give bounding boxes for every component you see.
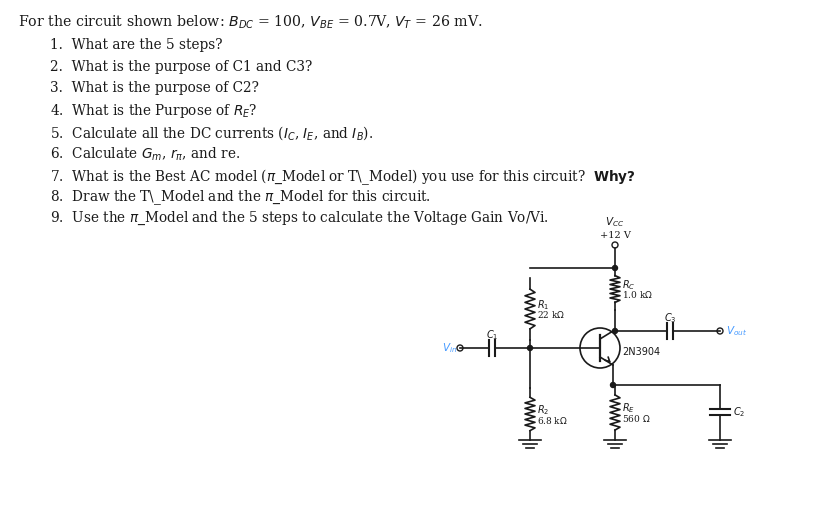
Text: $C_3$: $C_3$ (663, 311, 676, 325)
Text: $R_C$: $R_C$ (622, 278, 635, 292)
Text: +12 V: +12 V (599, 231, 630, 240)
Text: For the circuit shown below: $B_{DC}$ = 100, $V_{BE}$ = 0.7V, $V_T$ = 26 mV.: For the circuit shown below: $B_{DC}$ = … (18, 14, 482, 31)
Text: 9.  Use the $\pi\_$Model and the 5 steps to calculate the Voltage Gain Vo/Vi.: 9. Use the $\pi\_$Model and the 5 steps … (50, 210, 548, 227)
Text: $C_1$: $C_1$ (485, 328, 498, 342)
Circle shape (612, 328, 617, 333)
Circle shape (612, 266, 617, 271)
Text: 4.  What is the Purpose of $R_E$?: 4. What is the Purpose of $R_E$? (50, 103, 257, 121)
Text: $V_{in}$: $V_{in}$ (441, 341, 457, 355)
Text: 2N3904: 2N3904 (622, 347, 659, 357)
Text: 7.  What is the Best AC model ($\pi\_$Model or T\_Model) you use for this circui: 7. What is the Best AC model ($\pi\_$Mod… (50, 167, 635, 187)
Circle shape (610, 382, 615, 387)
Text: $R_2$: $R_2$ (536, 403, 549, 417)
Text: 1.0 k$\Omega$: 1.0 k$\Omega$ (622, 289, 652, 300)
Text: $C_2$: $C_2$ (732, 406, 744, 419)
Text: 2.  What is the purpose of C1 and C3?: 2. What is the purpose of C1 and C3? (50, 60, 312, 74)
Text: $V_{CC}$: $V_{CC}$ (604, 215, 624, 229)
Text: 6.  Calculate $G_m$, $r_\pi$, and re.: 6. Calculate $G_m$, $r_\pi$, and re. (50, 145, 240, 163)
Text: $V_{out}$: $V_{out}$ (725, 324, 746, 338)
Text: 1.  What are the 5 steps?: 1. What are the 5 steps? (50, 38, 222, 52)
Text: 8.  Draw the T\_Model and the $\pi\_$Model for this circuit.: 8. Draw the T\_Model and the $\pi\_$Mode… (50, 188, 431, 207)
Text: 5.  Calculate all the DC currents ($I_C$, $I_E$, and $I_B$).: 5. Calculate all the DC currents ($I_C$,… (50, 124, 373, 142)
Text: $R_1$: $R_1$ (536, 298, 549, 312)
Text: 560 $\Omega$: 560 $\Omega$ (622, 413, 649, 424)
Text: 3.  What is the purpose of C2?: 3. What is the purpose of C2? (50, 81, 259, 95)
Text: 6.8 k$\Omega$: 6.8 k$\Omega$ (536, 415, 567, 426)
Circle shape (527, 345, 532, 350)
Text: $R_E$: $R_E$ (622, 401, 634, 416)
Text: 22 k$\Omega$: 22 k$\Omega$ (536, 310, 564, 321)
